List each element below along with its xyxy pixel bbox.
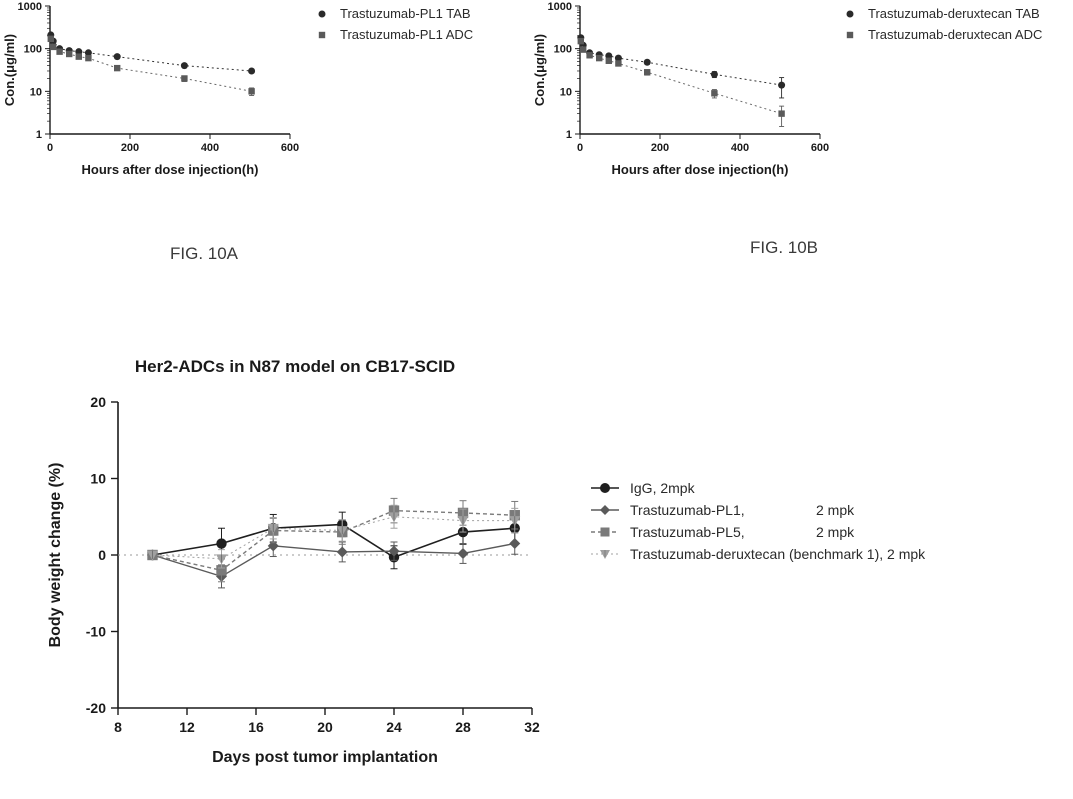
- legend-item: Trastuzumab-deruxtecan (benchmark 1), 2 …: [590, 546, 931, 562]
- svg-text:10: 10: [90, 471, 106, 487]
- svg-text:10: 10: [30, 86, 42, 98]
- svg-text:Her2-ADCs in N87 model on CB17: Her2-ADCs in N87 model on CB17-SCID: [135, 357, 455, 376]
- legend-item: Trastuzumab-PL1 TAB: [310, 6, 473, 21]
- svg-text:Hours after dose injection(h): Hours after dose injection(h): [612, 162, 789, 177]
- svg-text:1: 1: [566, 129, 572, 141]
- svg-text:400: 400: [201, 142, 219, 154]
- legend-item: Trastuzumab-PL1 ADC: [310, 27, 473, 42]
- svg-text:200: 200: [121, 142, 139, 154]
- svg-text:16: 16: [248, 719, 264, 735]
- legend-label: Trastuzumab-PL1,: [630, 502, 810, 518]
- svg-text:32: 32: [524, 719, 540, 735]
- square-marker-icon: [590, 525, 620, 539]
- figure-10a-caption: FIG. 10A: [170, 244, 238, 264]
- svg-text:-20: -20: [86, 700, 106, 716]
- legend-label: Trastuzumab-PL5,: [630, 524, 810, 540]
- svg-text:0: 0: [47, 142, 53, 154]
- legend-item: Trastuzumab-deruxtecan ADC: [838, 27, 1042, 42]
- svg-text:8: 8: [114, 719, 122, 735]
- square-marker-icon: [838, 28, 862, 42]
- svg-text:1: 1: [36, 129, 42, 141]
- figure-10b-caption: FIG. 10B: [750, 238, 818, 258]
- bottom-figure-container: Her2-ADCs in N87 model on CB17-SCID 8 12 16…: [40, 350, 550, 775]
- legend-label: Trastuzumab-deruxtecan ADC: [868, 27, 1042, 42]
- figure-10b-container: 0 200 400 600 Hours after dose injection(h) 1…: [530, 0, 830, 185]
- figure-10a-chart: 0 200 400 600 Hours after dose injection(h) 1…: [0, 0, 300, 180]
- svg-text:12: 12: [179, 719, 195, 735]
- svg-text:28: 28: [455, 719, 471, 735]
- svg-text:Days post tumor implantation: Days post tumor implantation: [212, 749, 438, 766]
- svg-text:Hours after dose injection(h): Hours after dose injection(h): [82, 162, 259, 177]
- figure-10b-legend: Trastuzumab-deruxtecan TAB Trastuzumab-d…: [838, 6, 1042, 48]
- svg-text:20: 20: [317, 719, 333, 735]
- svg-text:1000: 1000: [548, 1, 572, 13]
- svg-text:600: 600: [811, 142, 829, 154]
- svg-text:10: 10: [560, 86, 572, 98]
- body-weight-chart: Her2-ADCs in N87 model on CB17-SCID 8 12 16…: [40, 350, 550, 770]
- legend-label: IgG, 2mpk: [630, 480, 695, 496]
- svg-text:Con.(μg/ml): Con.(μg/ml): [532, 34, 547, 106]
- square-marker-icon: [310, 28, 334, 42]
- legend-item: Trastuzumab-deruxtecan TAB: [838, 6, 1042, 21]
- legend-item: IgG, 2mpk: [590, 480, 931, 496]
- svg-text:0: 0: [577, 142, 583, 154]
- legend-label: Trastuzumab-PL1 ADC: [340, 27, 473, 42]
- svg-text:200: 200: [651, 142, 669, 154]
- svg-text:400: 400: [731, 142, 749, 154]
- svg-text:1000: 1000: [18, 1, 42, 13]
- legend-label: Trastuzumab-PL1 TAB: [340, 6, 471, 21]
- svg-text:0: 0: [98, 547, 106, 563]
- circle-marker-icon: [310, 7, 334, 21]
- svg-text:100: 100: [24, 44, 42, 56]
- figure-10a-legend: Trastuzumab-PL1 TAB Trastuzumab-PL1 ADC: [310, 6, 473, 48]
- diamond-marker-icon: [590, 503, 620, 517]
- circle-marker-icon: [590, 481, 620, 495]
- legend-item: Trastuzumab-PL5, 2 mpk: [590, 524, 931, 540]
- figure-10a-container: 0 200 400 600 Hours after dose injection(h) 1…: [0, 0, 300, 185]
- svg-text:Body weight change (%): Body weight change (%): [47, 463, 64, 648]
- circle-marker-icon: [838, 7, 862, 21]
- legend-dose: 2 mpk: [816, 502, 854, 518]
- svg-text:Con.(μg/ml): Con.(μg/ml): [2, 34, 17, 106]
- svg-text:-10: -10: [86, 624, 106, 640]
- svg-text:24: 24: [386, 719, 402, 735]
- legend-dose: 2 mpk: [816, 524, 854, 540]
- legend-label: Trastuzumab-deruxtecan (benchmark 1), 2 …: [630, 546, 925, 562]
- svg-text:600: 600: [281, 142, 299, 154]
- triangle-down-marker-icon: [590, 547, 620, 561]
- bottom-legend: IgG, 2mpk Trastuzumab-PL1, 2 mpk Trastuz…: [590, 480, 931, 568]
- legend-item: Trastuzumab-PL1, 2 mpk: [590, 502, 931, 518]
- svg-text:100: 100: [554, 44, 572, 56]
- svg-text:20: 20: [90, 394, 106, 410]
- figure-10b-chart: 0 200 400 600 Hours after dose injection(h) 1…: [530, 0, 830, 180]
- legend-label: Trastuzumab-deruxtecan TAB: [868, 6, 1040, 21]
